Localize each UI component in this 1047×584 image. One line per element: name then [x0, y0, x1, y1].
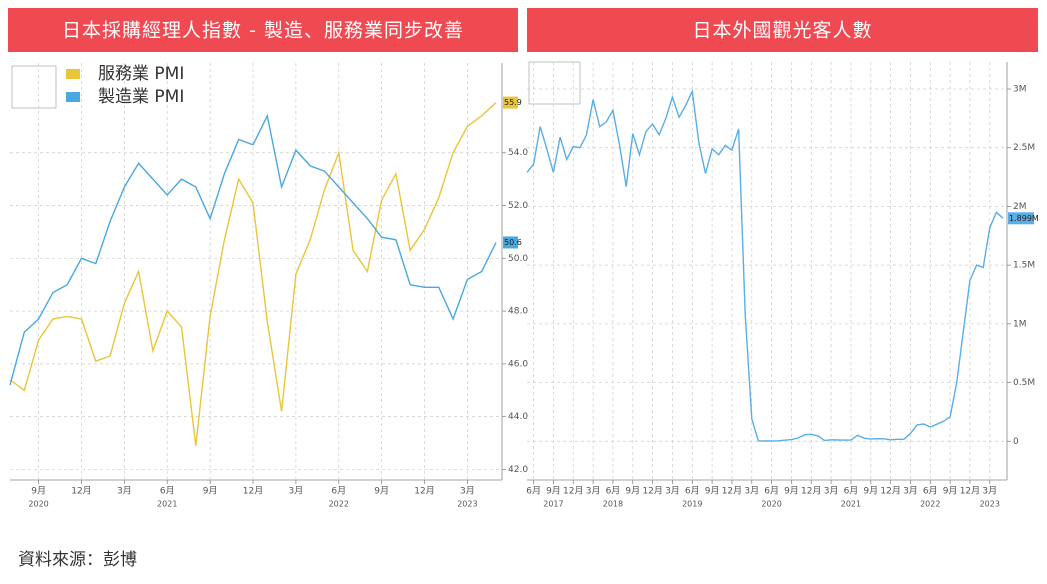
x-tick-label: 9月 — [943, 486, 958, 497]
x-tick-label: 12月 — [414, 486, 434, 497]
x-year-label: 2023 — [457, 500, 477, 509]
x-tick-label: 12月 — [642, 486, 662, 497]
x-tick-label: 3月 — [824, 486, 839, 497]
x-year-label: 2022 — [920, 500, 940, 509]
series-line — [9, 102, 497, 446]
x-tick-label: 12月 — [71, 486, 91, 497]
x-tick-label: 6月 — [606, 486, 621, 497]
x-tick-label: 12月 — [243, 486, 263, 497]
x-tick-label: 3月 — [903, 486, 918, 497]
mini-legend — [528, 61, 581, 105]
x-year-label: 2020 — [28, 500, 48, 509]
title-bar — [8, 8, 518, 52]
x-tick-label: 3月 — [982, 486, 997, 497]
x-year-label: 2020 — [761, 500, 781, 509]
legend-label: 服務業 PMI — [98, 64, 184, 84]
y-tick-label: 0 — [1013, 437, 1019, 447]
series-line — [9, 113, 497, 386]
end-label: 50.6 — [504, 238, 522, 247]
x-tick-label: 3月 — [117, 486, 132, 497]
legend-swatch — [66, 69, 80, 79]
x-tick-label: 12月 — [563, 486, 583, 497]
x-tick-label: 9月 — [31, 486, 46, 497]
source-note: 資料來源：彭博 — [18, 550, 137, 570]
x-tick-label: 9月 — [374, 486, 389, 497]
x-tick-label: 6月 — [331, 486, 346, 497]
y-tick-label: 52.0 — [508, 201, 528, 211]
y-tick-label: 1M — [1013, 319, 1027, 329]
chart-title: 日本外國觀光客人數 — [692, 20, 872, 42]
x-tick-label: 9月 — [863, 486, 878, 497]
x-tick-label: 6月 — [160, 486, 175, 497]
end-label: 55.9 — [504, 98, 522, 107]
legend-swatch — [66, 92, 80, 102]
x-tick-label: 9月 — [784, 486, 799, 497]
y-tick-label: 54.0 — [508, 148, 528, 158]
title-bar — [527, 8, 1038, 52]
x-tick-label: 3月 — [665, 486, 680, 497]
legend-label: 製造業 PMI — [98, 87, 184, 107]
y-tick-label: 1.5M — [1013, 261, 1035, 271]
end-label-box — [1008, 212, 1034, 225]
x-year-label: 2021 — [157, 500, 177, 509]
y-tick-label: 50.0 — [508, 254, 528, 264]
x-year-label: 2018 — [603, 500, 623, 509]
x-tick-label: 6月 — [923, 486, 938, 497]
x-tick-label: 6月 — [844, 486, 859, 497]
x-year-label: 2021 — [841, 500, 861, 509]
chart-title: 日本採購經理人指數 - 製造、服務業同步改善 — [62, 20, 464, 42]
x-tick-label: 9月 — [705, 486, 720, 497]
x-tick-label: 3月 — [586, 486, 601, 497]
x-tick-label: 9月 — [625, 486, 640, 497]
y-tick-label: 46.0 — [508, 359, 528, 369]
x-year-label: 2019 — [682, 500, 702, 509]
y-tick-label: 44.0 — [508, 412, 528, 422]
x-tick-label: 9月 — [203, 486, 218, 497]
x-tick-label: 3月 — [289, 486, 304, 497]
x-tick-label: 12月 — [722, 486, 742, 497]
x-tick-label: 12月 — [880, 486, 900, 497]
x-year-label: 2017 — [543, 500, 563, 509]
y-tick-label: 3M — [1013, 85, 1027, 95]
series-line — [526, 88, 1004, 442]
x-year-label: 2022 — [329, 500, 349, 509]
x-tick-label: 12月 — [960, 486, 980, 497]
x-tick-label: 6月 — [526, 486, 541, 497]
end-label: 1.899M — [1009, 214, 1039, 223]
end-label-box — [503, 96, 518, 109]
y-tick-label: 48.0 — [508, 307, 528, 317]
mini-legend — [11, 65, 57, 109]
x-tick-label: 12月 — [801, 486, 821, 497]
y-tick-label: 2M — [1013, 202, 1027, 212]
y-tick-label: 0.5M — [1013, 378, 1035, 388]
x-tick-label: 9月 — [546, 486, 561, 497]
x-tick-label: 6月 — [685, 486, 700, 497]
x-tick-label: 6月 — [764, 486, 779, 497]
x-year-label: 2023 — [980, 500, 1000, 509]
y-tick-label: 42.0 — [508, 465, 528, 475]
end-label-box — [503, 236, 518, 249]
y-tick-label: 2.5M — [1013, 143, 1035, 153]
x-tick-label: 3月 — [744, 486, 759, 497]
x-tick-label: 3月 — [460, 486, 475, 497]
